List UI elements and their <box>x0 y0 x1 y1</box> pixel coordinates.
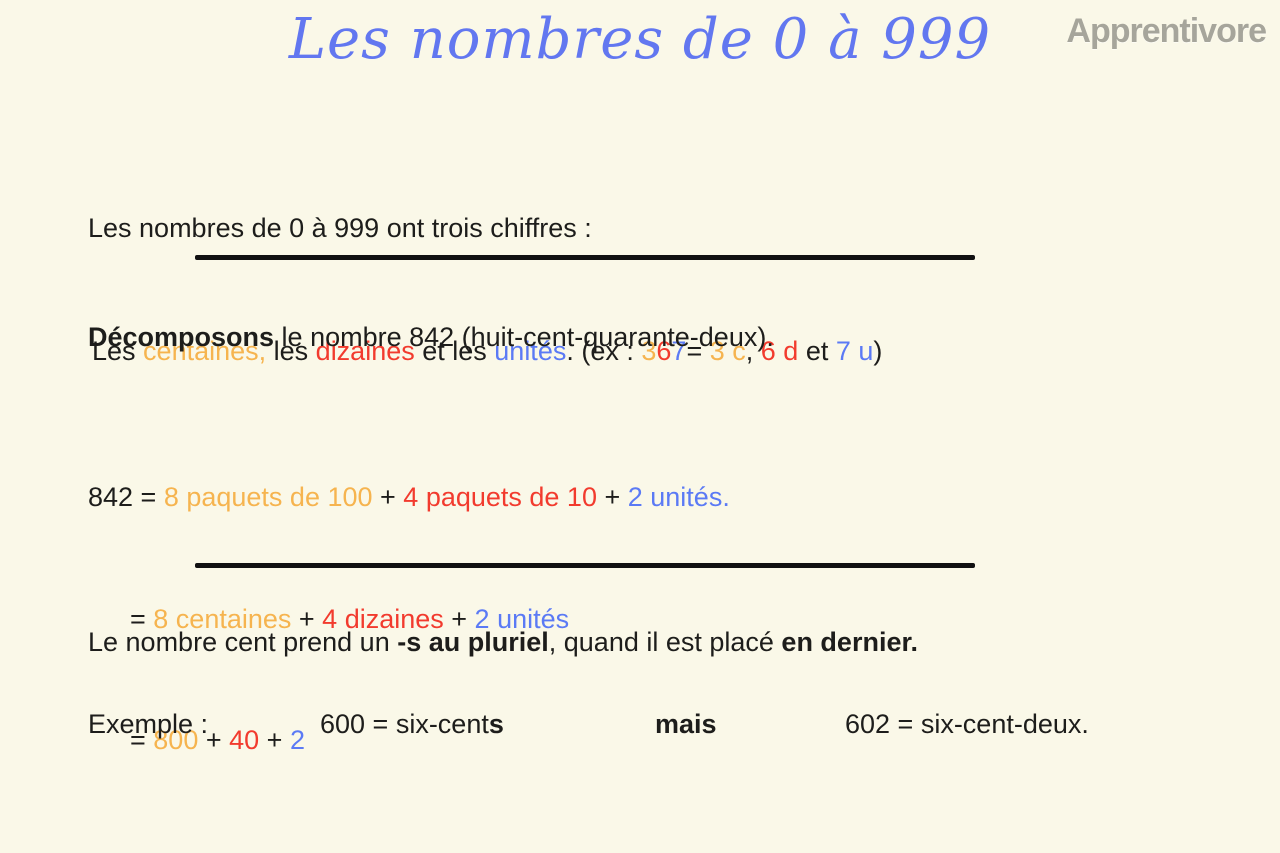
example-first-number: 600 = six-cents <box>320 704 504 745</box>
divider-line-bottom <box>195 563 975 568</box>
text-segment: 842 = <box>88 482 164 512</box>
text-segment: 3 <box>641 336 657 366</box>
plural-rule-text: Le nombre cent prend un -s au pluriel, q… <box>88 622 918 663</box>
decomposition-line-2: = 8 centaines + 4 dizaines + 2 unités <box>88 599 730 640</box>
text-segment: 4 dizaines <box>322 603 444 634</box>
text-segment: + <box>443 603 475 634</box>
text-segment: + <box>596 482 628 512</box>
text-segment: 3 c <box>709 336 746 366</box>
text-segment: , <box>745 336 761 366</box>
text-segment: , quand il est placé <box>548 627 782 657</box>
text-segment: + <box>259 725 290 755</box>
text-segment: les <box>266 336 316 366</box>
apprentivore-logo: Apprentivore <box>1066 12 1267 50</box>
text-segment: Les <box>92 336 144 366</box>
intro-line-1: Les nombres de 0 à 999 ont trois chiffre… <box>88 213 592 243</box>
text-segment: le nombre 842 (huit-cent-quarante-deux). <box>274 322 774 352</box>
text-segment: + <box>198 725 230 755</box>
text-segment: = <box>130 725 154 755</box>
text-segment: unités <box>494 336 567 366</box>
text-segment: 7 <box>671 336 687 366</box>
text-segment: dizaines <box>315 336 415 366</box>
decomposition-block: 842 = 8 paquets de 100 + 4 paquets de 10… <box>88 396 730 842</box>
decomposition-line-3: = 800 + 40 + 2 <box>88 720 730 761</box>
text-segment: 2 <box>289 725 305 755</box>
text-segment: + <box>372 482 404 512</box>
text-segment: 40 <box>229 725 260 755</box>
page-title: Les nombres de 0 à 999 <box>288 7 992 72</box>
text-segment: = <box>686 336 710 366</box>
text-segment: 8 paquets de 100 <box>163 482 373 512</box>
text-segment: + <box>291 603 323 634</box>
example-conjunction: mais <box>655 709 717 739</box>
example-line: Exemple : 600 = six-cents mais 602 = six… <box>88 704 1198 745</box>
intro-paragraph: Les nombres de 0 à 999 ont trois chiffre… <box>88 126 882 454</box>
text-segment: ) <box>873 336 883 366</box>
example-second-number: 602 = six-cent-deux. <box>845 709 1089 739</box>
text-segment: 4 paquets de 10 <box>403 482 597 512</box>
text-segment: 2 unités. <box>627 482 730 512</box>
decomposition-heading: Décomposons le nombre 842 (huit-cent-qua… <box>88 317 774 358</box>
text-segment: 6 d <box>760 336 799 366</box>
text-segment: en dernier. <box>781 627 918 657</box>
text-segment: centaines, <box>143 336 267 366</box>
text-segment: et les <box>414 336 495 366</box>
text-segment: 2 unités <box>474 603 570 634</box>
text-segment: -s au pluriel <box>397 627 549 657</box>
text-segment: 600 = six-cent <box>320 709 489 739</box>
divider-line-top <box>195 255 975 260</box>
text-segment: Décomposons <box>88 322 275 352</box>
text-segment: 7 u <box>835 336 874 366</box>
decomposition-line-1: 842 = 8 paquets de 100 + 4 paquets de 10… <box>88 477 730 518</box>
text-segment: Le nombre cent prend un <box>88 627 398 657</box>
text-segment: = <box>130 603 154 634</box>
text-segment: et <box>798 336 836 366</box>
text-segment: 8 centaines <box>153 603 292 634</box>
example-label: Exemple : <box>88 709 209 739</box>
intro-line-2: Les centaines, les dizaines et les unité… <box>88 331 882 372</box>
text-segment: 800 <box>153 725 199 755</box>
text-segment: . (ex : <box>566 336 642 366</box>
text-segment: s <box>488 709 504 739</box>
text-segment: 6 <box>656 336 672 366</box>
